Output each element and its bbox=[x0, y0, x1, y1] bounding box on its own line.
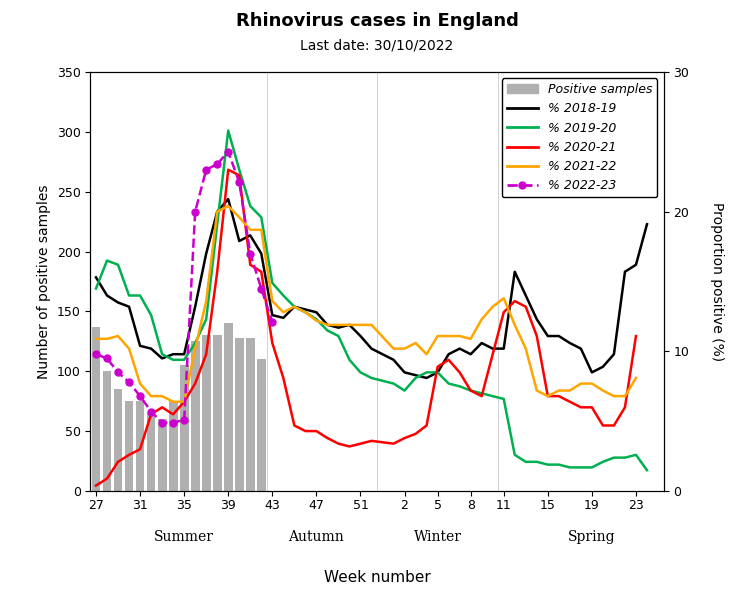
Text: Summer: Summer bbox=[154, 530, 214, 544]
Bar bbox=[103, 371, 112, 491]
Bar bbox=[158, 419, 167, 491]
X-axis label: Week number: Week number bbox=[323, 570, 431, 585]
Text: Winter: Winter bbox=[414, 530, 461, 544]
Bar bbox=[202, 335, 210, 491]
Y-axis label: Number of positive samples: Number of positive samples bbox=[38, 184, 51, 379]
Legend: Positive samples, % 2018-19, % 2019-20, % 2020-21, % 2021-22, % 2022-23: Positive samples, % 2018-19, % 2019-20, … bbox=[501, 78, 657, 198]
Bar bbox=[114, 389, 122, 491]
Text: Spring: Spring bbox=[568, 530, 616, 544]
Y-axis label: Proportion positive (%): Proportion positive (%) bbox=[710, 202, 724, 361]
Bar bbox=[246, 338, 255, 491]
Bar bbox=[234, 338, 244, 491]
Bar bbox=[224, 323, 233, 491]
Bar bbox=[147, 413, 155, 491]
Text: Autumn: Autumn bbox=[289, 530, 345, 544]
Text: Last date: 30/10/2022: Last date: 30/10/2022 bbox=[300, 39, 454, 53]
Bar bbox=[169, 401, 177, 491]
Text: Rhinovirus cases in England: Rhinovirus cases in England bbox=[235, 12, 519, 30]
Bar bbox=[213, 335, 222, 491]
Bar bbox=[91, 327, 100, 491]
Bar bbox=[191, 341, 200, 491]
Bar bbox=[179, 365, 188, 491]
Bar bbox=[257, 359, 265, 491]
Bar bbox=[124, 401, 133, 491]
Bar bbox=[136, 401, 145, 491]
